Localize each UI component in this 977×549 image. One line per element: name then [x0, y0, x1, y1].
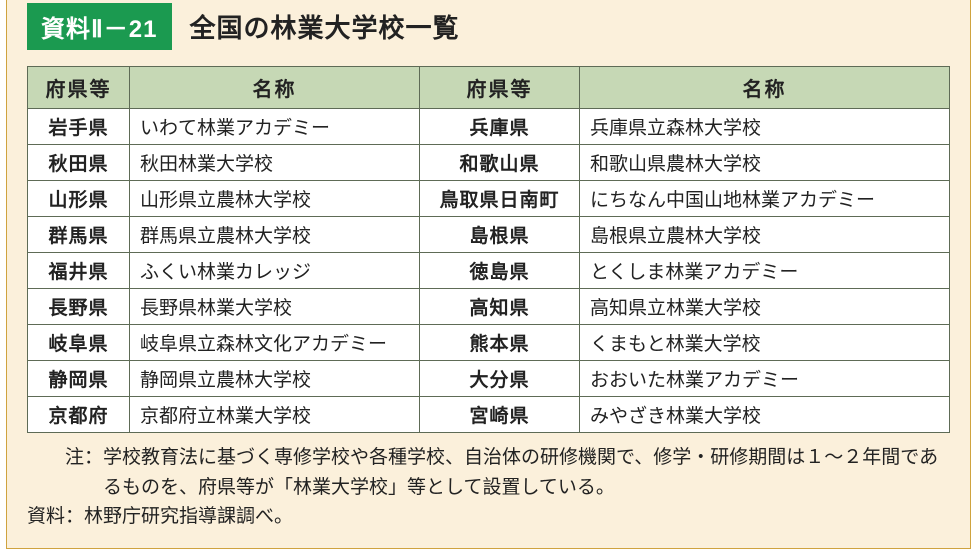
cell-school-name: 秋田林業大学校: [130, 145, 420, 181]
header-name-right: 名称: [580, 67, 950, 109]
cell-prefecture: 和歌山県: [420, 145, 580, 181]
title-bar: 資料Ⅱ－21 全国の林業大学校一覧: [27, 3, 950, 50]
cell-prefecture: 熊本県: [420, 325, 580, 361]
header-pref-right: 府県等: [420, 67, 580, 109]
cell-prefecture: 高知県: [420, 289, 580, 325]
page-title: 全国の林業大学校一覧: [190, 8, 460, 45]
cell-prefecture: 大分県: [420, 361, 580, 397]
table-row: 京都府京都府立林業大学校宮崎県みやざき林業大学校: [28, 397, 950, 433]
cell-school-name: 群馬県立農林大学校: [130, 217, 420, 253]
cell-school-name: 長野県林業大学校: [130, 289, 420, 325]
table-body: 岩手県いわて林業アカデミー兵庫県兵庫県立森林大学校秋田県秋田林業大学校和歌山県和…: [28, 109, 950, 433]
schools-table: 府県等 名称 府県等 名称 岩手県いわて林業アカデミー兵庫県兵庫県立森林大学校秋…: [27, 66, 950, 433]
cell-prefecture: 岩手県: [28, 109, 130, 145]
cell-prefecture: 山形県: [28, 181, 130, 217]
cell-school-name: 高知県立林業大学校: [580, 289, 950, 325]
cell-prefecture: 岐阜県: [28, 325, 130, 361]
cell-school-name: おおいた林業アカデミー: [580, 361, 950, 397]
note-label: 注：: [27, 443, 103, 502]
cell-school-name: くまもと林業大学校: [580, 325, 950, 361]
cell-school-name: 和歌山県農林大学校: [580, 145, 950, 181]
cell-school-name: 兵庫県立森林大学校: [580, 109, 950, 145]
cell-school-name: 岐阜県立森林文化アカデミー: [130, 325, 420, 361]
table-row: 岐阜県岐阜県立森林文化アカデミー熊本県くまもと林業大学校: [28, 325, 950, 361]
source-text: 林野庁研究指導課調べ。: [84, 502, 293, 531]
header-pref-left: 府県等: [28, 67, 130, 109]
table-row: 福井県ふくい林業カレッジ徳島県とくしま林業アカデミー: [28, 253, 950, 289]
reference-badge: 資料Ⅱ－21: [27, 3, 172, 50]
cell-prefecture: 島根県: [420, 217, 580, 253]
table-row: 岩手県いわて林業アカデミー兵庫県兵庫県立森林大学校: [28, 109, 950, 145]
cell-prefecture: 静岡県: [28, 361, 130, 397]
cell-school-name: 島根県立農林大学校: [580, 217, 950, 253]
cell-prefecture: 長野県: [28, 289, 130, 325]
table-row: 静岡県静岡県立農林大学校大分県おおいた林業アカデミー: [28, 361, 950, 397]
header-name-left: 名称: [130, 67, 420, 109]
cell-prefecture: 宮崎県: [420, 397, 580, 433]
table-row: 秋田県秋田林業大学校和歌山県和歌山県農林大学校: [28, 145, 950, 181]
table-row: 山形県山形県立農林大学校鳥取県日南町にちなん中国山地林業アカデミー: [28, 181, 950, 217]
table-row: 群馬県群馬県立農林大学校島根県島根県立農林大学校: [28, 217, 950, 253]
cell-school-name: 京都府立林業大学校: [130, 397, 420, 433]
table-row: 長野県長野県林業大学校高知県高知県立林業大学校: [28, 289, 950, 325]
note-row: 注： 学校教育法に基づく専修学校や各種学校、自治体の研修機関で、修学・研修期間は…: [27, 443, 950, 502]
cell-prefecture: 福井県: [28, 253, 130, 289]
table-header-row: 府県等 名称 府県等 名称: [28, 67, 950, 109]
cell-school-name: 山形県立農林大学校: [130, 181, 420, 217]
cell-prefecture: 京都府: [28, 397, 130, 433]
cell-school-name: とくしま林業アカデミー: [580, 253, 950, 289]
footnotes: 注： 学校教育法に基づく専修学校や各種学校、自治体の研修機関で、修学・研修期間は…: [27, 443, 950, 531]
cell-prefecture: 兵庫県: [420, 109, 580, 145]
cell-school-name: みやざき林業大学校: [580, 397, 950, 433]
cell-prefecture: 群馬県: [28, 217, 130, 253]
note-text: 学校教育法に基づく専修学校や各種学校、自治体の研修機関で、修学・研修期間は１～２…: [103, 443, 950, 502]
cell-school-name: にちなん中国山地林業アカデミー: [580, 181, 950, 217]
cell-prefecture: 鳥取県日南町: [420, 181, 580, 217]
page-container: 資料Ⅱ－21 全国の林業大学校一覧 府県等 名称 府県等 名称 岩手県いわて林業…: [6, 0, 971, 549]
cell-school-name: いわて林業アカデミー: [130, 109, 420, 145]
cell-prefecture: 秋田県: [28, 145, 130, 181]
cell-school-name: 静岡県立農林大学校: [130, 361, 420, 397]
cell-school-name: ふくい林業カレッジ: [130, 253, 420, 289]
source-label: 資料：: [27, 502, 84, 531]
source-row: 資料： 林野庁研究指導課調べ。: [27, 502, 950, 531]
cell-prefecture: 徳島県: [420, 253, 580, 289]
